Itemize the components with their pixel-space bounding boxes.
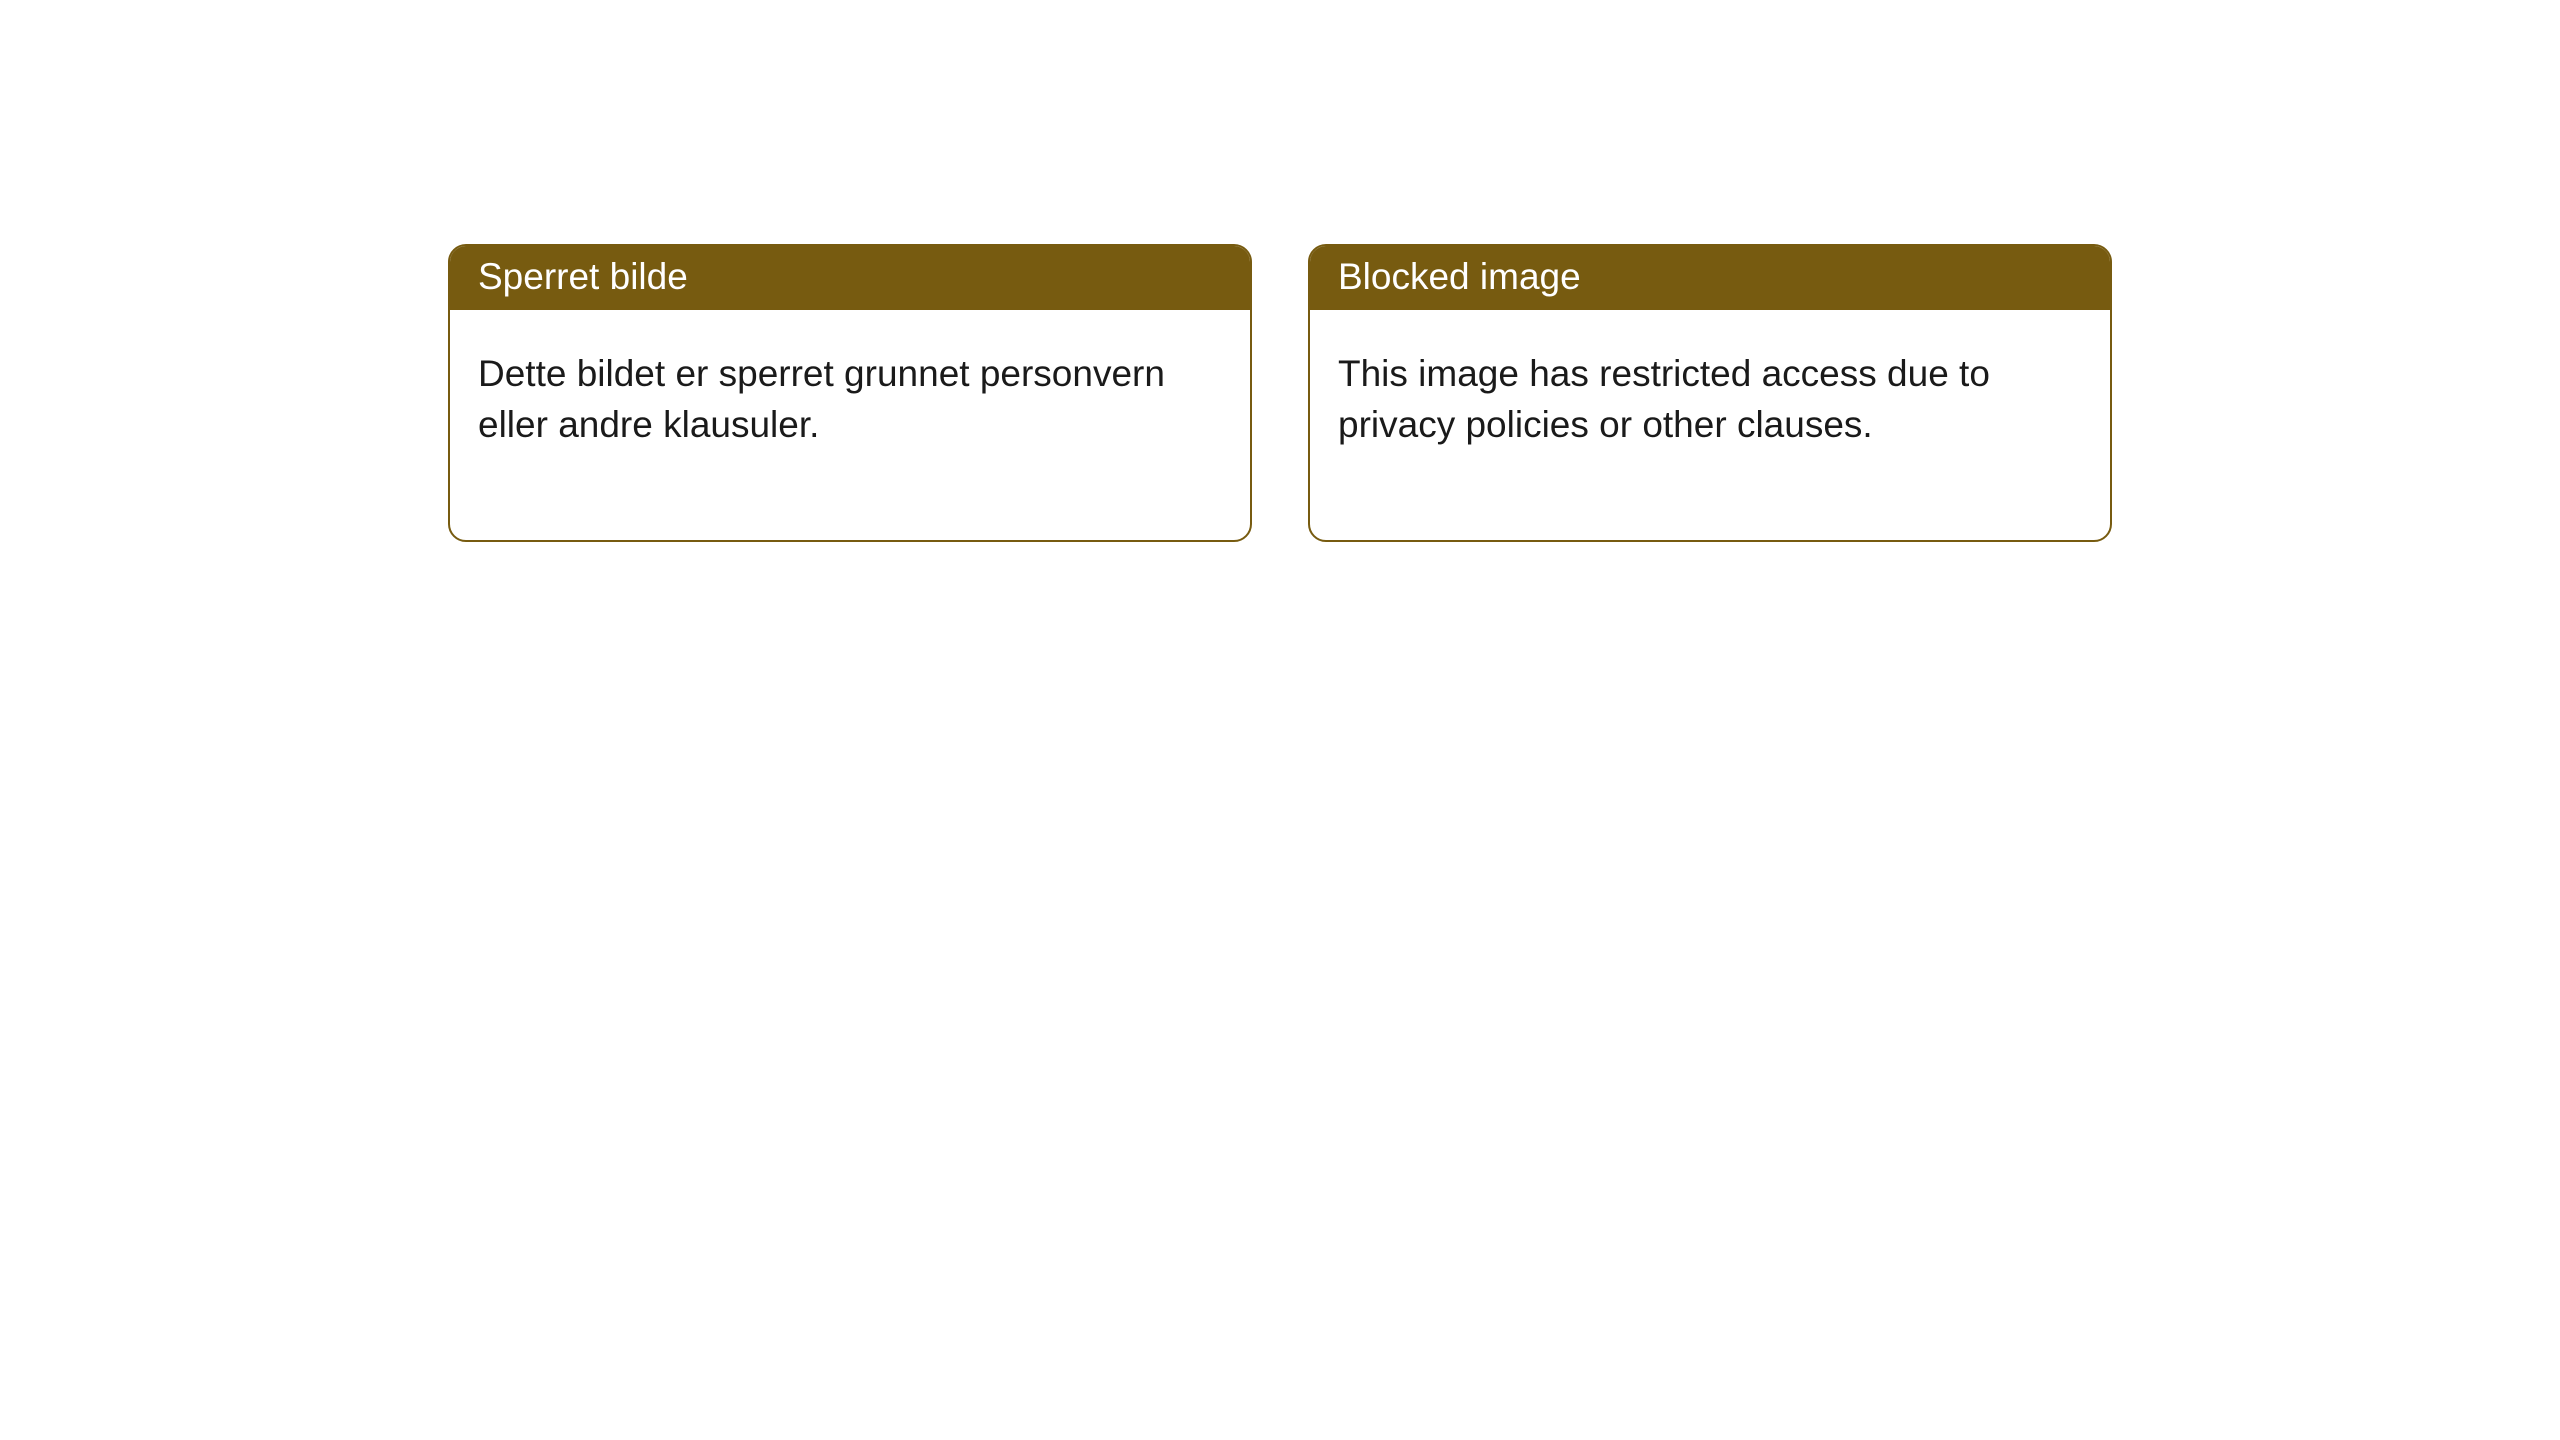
notice-container: Sperret bilde Dette bildet er sperret gr… (0, 0, 2560, 542)
notice-body-norwegian: Dette bildet er sperret grunnet personve… (450, 310, 1250, 540)
notice-title-norwegian: Sperret bilde (450, 246, 1250, 310)
notice-body-english: This image has restricted access due to … (1310, 310, 2110, 540)
notice-card-english: Blocked image This image has restricted … (1308, 244, 2112, 542)
notice-card-norwegian: Sperret bilde Dette bildet er sperret gr… (448, 244, 1252, 542)
notice-title-english: Blocked image (1310, 246, 2110, 310)
